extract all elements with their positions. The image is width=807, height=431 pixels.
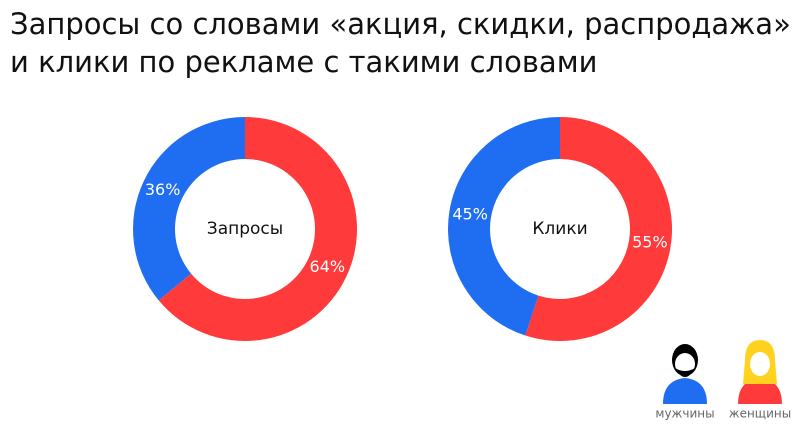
title-line: Запросы со словами «акция, скидки, распр…	[10, 7, 791, 41]
woman-icon	[738, 340, 782, 404]
donut-segment	[132, 117, 245, 301]
value-label: 64%	[310, 257, 346, 276]
donut-segment	[447, 117, 560, 336]
center-label: Запросы	[207, 219, 283, 239]
value-label: 36%	[145, 180, 181, 199]
man-icon	[663, 344, 707, 404]
center-label: Клики	[532, 219, 587, 239]
legend-label: мужчины	[655, 407, 714, 421]
value-label: 55%	[632, 233, 668, 252]
value-label: 45%	[452, 204, 488, 223]
donut-segment	[525, 117, 672, 341]
title-line: и клики по рекламе с такими словами	[10, 45, 597, 79]
legend-label: женщины	[729, 407, 791, 421]
donut-segment	[158, 117, 357, 341]
